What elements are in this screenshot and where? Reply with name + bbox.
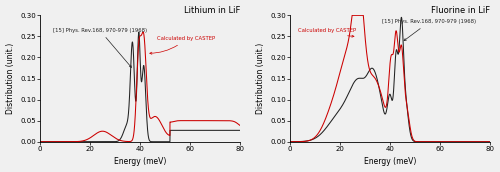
- Text: [15] Phys. Rev.168, 970-979 (1968): [15] Phys. Rev.168, 970-979 (1968): [382, 19, 476, 41]
- Text: Calculated by CASTEP: Calculated by CASTEP: [298, 28, 356, 37]
- X-axis label: Energy (meV): Energy (meV): [364, 157, 416, 166]
- X-axis label: Energy (meV): Energy (meV): [114, 157, 166, 166]
- Y-axis label: Distribution (unit.): Distribution (unit.): [6, 43, 15, 114]
- Text: [15] Phys. Rev.168, 970-979 (1968): [15] Phys. Rev.168, 970-979 (1968): [52, 28, 146, 67]
- Text: Lithium in LiF: Lithium in LiF: [184, 6, 240, 15]
- Text: Fluorine in LiF: Fluorine in LiF: [431, 6, 490, 15]
- Text: Calculated by CASTEP: Calculated by CASTEP: [150, 36, 216, 54]
- Y-axis label: Distribution (unit.): Distribution (unit.): [256, 43, 264, 114]
